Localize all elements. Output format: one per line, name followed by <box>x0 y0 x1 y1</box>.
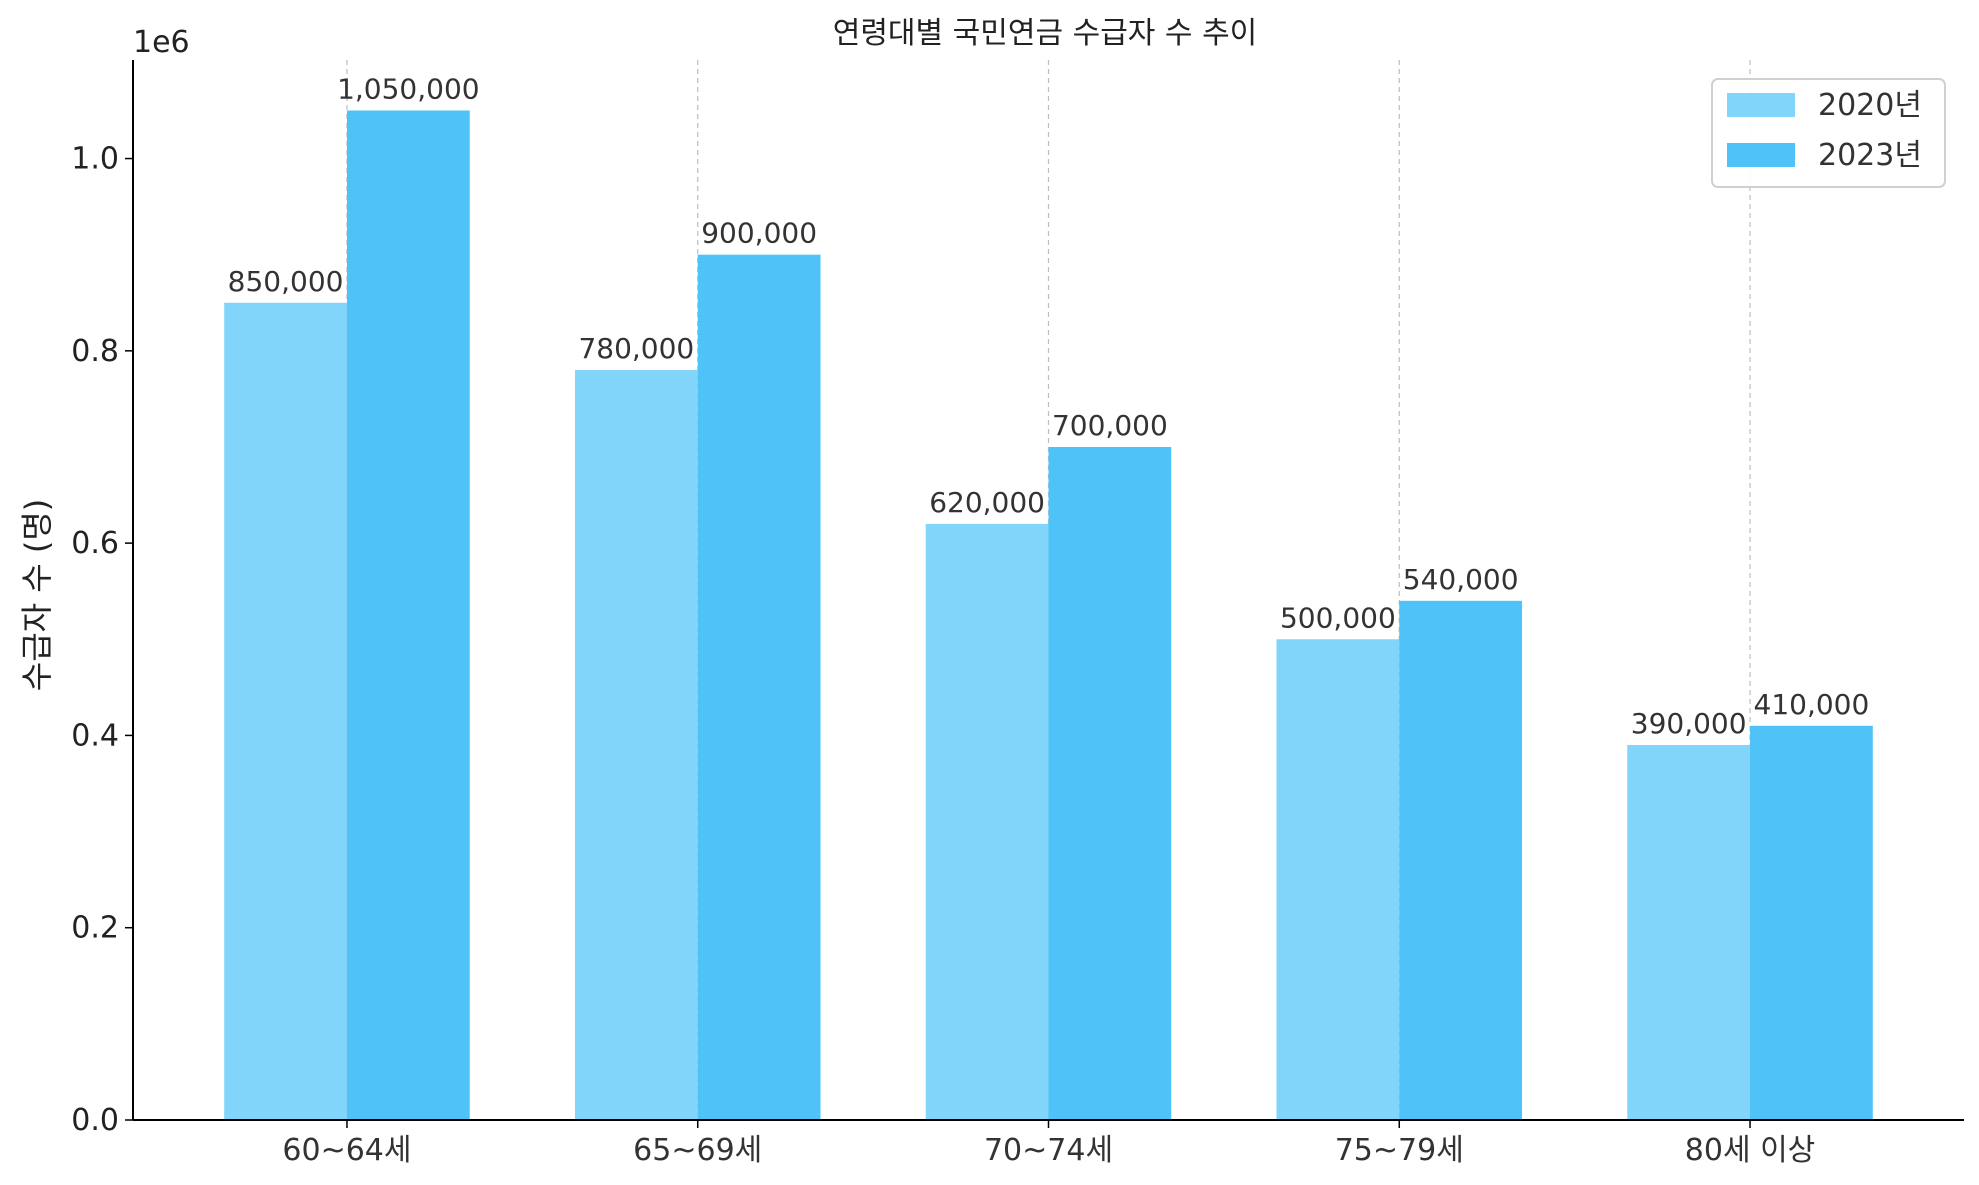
data-label: 540,000 <box>1403 563 1519 596</box>
legend-label: 2020년 <box>1818 88 1922 123</box>
bar-1-3 <box>925 523 1049 1120</box>
y-tick-label: 0.8 <box>71 334 119 369</box>
data-label: 500,000 <box>1280 601 1396 634</box>
x-tick-label: 70~74세 <box>984 1133 1113 1168</box>
bar-2-3 <box>1048 446 1172 1120</box>
x-axis: 60~64세 65~69세 70~74세 75~79세 80세 이상 <box>133 1119 1964 1168</box>
bar-1-4 <box>1276 639 1400 1120</box>
data-label: 1,050,000 <box>337 72 480 105</box>
bar-1-1 <box>224 302 347 1120</box>
y-tick-label: 0.4 <box>71 718 119 753</box>
bar-2-2 <box>697 254 821 1121</box>
chart-title: 연령대별 국민연금 수급자 수 추이 <box>833 16 1258 51</box>
x-tick-label: 60~64세 <box>282 1133 411 1168</box>
data-label: 410,000 <box>1754 688 1870 721</box>
legend: 2020년 2023년 <box>1711 78 1946 188</box>
data-label: 620,000 <box>929 486 1045 519</box>
data-label: 850,000 <box>228 265 344 298</box>
data-label: 780,000 <box>578 332 694 365</box>
legend-swatch <box>1727 143 1795 167</box>
y-axis-offset-text: 1e6 <box>133 25 190 60</box>
x-tick-label: 75~79세 <box>1335 1133 1464 1168</box>
data-label: 900,000 <box>701 217 817 250</box>
bar-2-5 <box>1750 725 1873 1120</box>
y-tick-label: 0.6 <box>71 526 119 561</box>
y-axis: 0.0 0.2 0.4 0.6 0.8 1.0 <box>71 60 134 1138</box>
y-tick-label: 0.0 <box>71 1103 119 1138</box>
data-label: 700,000 <box>1052 409 1168 442</box>
x-tick-label: 80세 이상 <box>1685 1133 1816 1168</box>
x-tick-label: 65~69세 <box>633 1133 762 1168</box>
data-labels-group: 850,000 1,050,000 780,000 900,000 620,000 700… <box>228 72 1870 740</box>
legend-label: 2023년 <box>1818 138 1922 173</box>
y-tick-label: 0.2 <box>71 911 119 946</box>
bar-2-4 <box>1399 600 1523 1120</box>
bar-2-1 <box>346 110 470 1120</box>
bars-group <box>224 110 1873 1121</box>
y-axis-label: 수급자 수 (명) <box>18 499 56 692</box>
bar-1-5 <box>1627 745 1751 1120</box>
data-label: 390,000 <box>1631 707 1747 740</box>
legend-swatch <box>1727 93 1795 117</box>
y-tick-label: 1.0 <box>71 142 119 177</box>
bar-1-2 <box>574 370 698 1121</box>
